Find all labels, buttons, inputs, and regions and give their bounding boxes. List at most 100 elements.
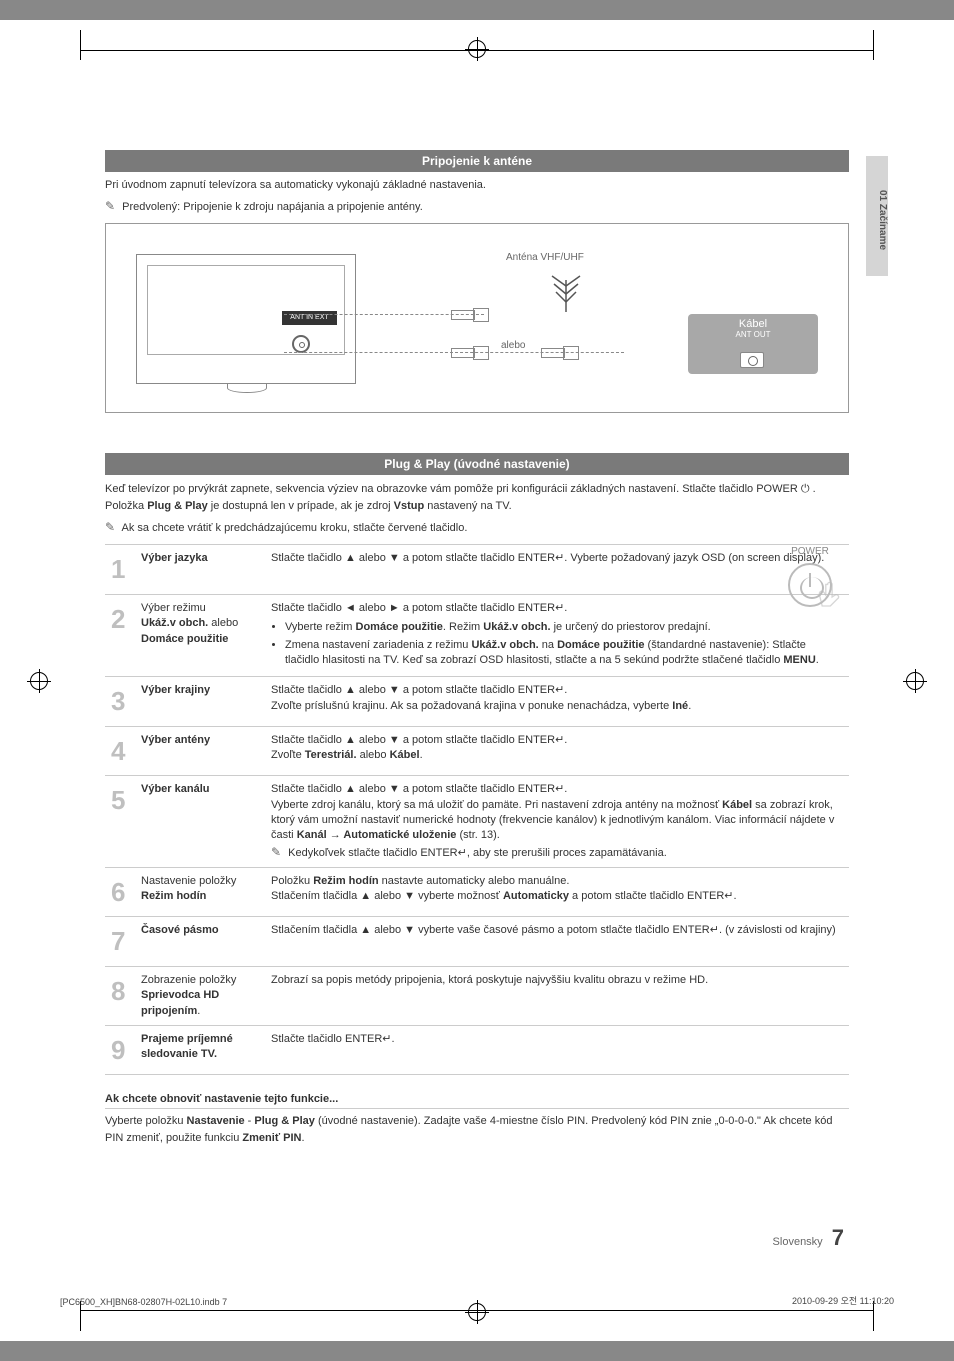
step-row: 9 Prajeme príjemné sledovanie TV. Stlačt… [105, 1026, 849, 1075]
bold-text: Režim hodín [141, 890, 206, 902]
note-text: Ak sa chcete vrátiť k predchádzajúcemu k… [122, 522, 468, 534]
step-row: 2 Výber režimu Ukáž.v obch. alebo Domáce… [105, 594, 849, 677]
note-text: Kedykoľvek stlačte tlačidlo ENTER↵, aby … [288, 847, 667, 859]
step-number: 9 [105, 1026, 135, 1075]
connector-icon [451, 346, 491, 358]
antenna-icon [546, 274, 586, 314]
step-desc: Stlačte tlačidlo ◄ alebo ► a potom stlač… [265, 594, 849, 677]
bold-text: Terestriál. [305, 749, 357, 761]
note-icon: ✎ [105, 520, 115, 534]
text: Stlačením tlačidla ▲ alebo ▼ vyberte mož… [271, 890, 503, 902]
bullet-list: Vyberte režim Domáce použitie. Režim Uká… [285, 620, 843, 668]
text: . [420, 749, 423, 761]
text: . [197, 1005, 200, 1017]
connector-icon [541, 346, 581, 358]
bold-text: Automaticky [503, 890, 569, 902]
step-number: 6 [105, 868, 135, 917]
step-title: Prajeme príjemné sledovanie TV. [135, 1026, 265, 1075]
bold-text: Režim hodín [313, 875, 378, 887]
text: Vyberte položku [105, 1115, 187, 1127]
step-number: 3 [105, 677, 135, 726]
step-desc: Stlačte tlačidlo ▲ alebo ▼ a potom stlač… [265, 776, 849, 868]
text: Nastavenie položky [141, 875, 236, 887]
text: Stlačte tlačidlo ▲ alebo ▼ a potom stlač… [271, 734, 567, 746]
restore-heading: Ak chcete obnoviť nastavenie tejto funkc… [105, 1093, 849, 1105]
list-item: Zmena nastavení zariadenia z režimu Ukáž… [285, 638, 843, 669]
bold-text: Zmeniť PIN [242, 1132, 301, 1144]
ant-out-label: ANT OUT [688, 330, 818, 339]
step-row: 3 Výber krajiny Stlačte tlačidlo ▲ alebo… [105, 677, 849, 726]
text: - [245, 1115, 255, 1127]
antenna-intro: Pri úvodnom zapnutí televízora sa automa… [105, 178, 849, 193]
registration-mark-icon [468, 1303, 486, 1321]
page-footer: Slovensky 7 [773, 1225, 844, 1251]
text: Keď televízor po prvýkrát zapnete, sekve… [105, 483, 756, 495]
step-desc: Stlačte tlačidlo ▲ alebo ▼ a potom stlač… [265, 677, 849, 726]
text: Zmena nastavení zariadenia z režimu [285, 639, 471, 651]
bold-text: Kanál → Automatické uloženie [297, 829, 457, 841]
print-timestamp: 2010-09-29 오전 11:10:20 [792, 1294, 894, 1307]
bold-text: Domáce použitie [557, 639, 644, 651]
tv-illustration: ANT IN EXT (RGB) [136, 254, 356, 384]
plugplay-note: ✎ Ak sa chcete vrátiť k predchádzajúcemu… [105, 520, 849, 534]
bold-text: Kábel [722, 799, 752, 811]
registration-mark-icon [468, 40, 486, 58]
text: nastavený na TV. [427, 500, 511, 512]
step-desc: Stlačte tlačidlo ENTER↵. [265, 1026, 849, 1075]
text: nastavte automaticky alebo manuálne. [379, 875, 570, 887]
text: alebo [208, 617, 238, 629]
step-number: 1 [105, 545, 135, 594]
crop-mark [80, 30, 81, 60]
power-word: POWER [756, 483, 798, 495]
print-job-info: [PC6500_XH]BN68-02807H-02L10.indb 7 [60, 1297, 227, 1307]
step-title: Zobrazenie položky Sprievodca HD pripoje… [135, 966, 265, 1025]
step-title: Výber kanálu [135, 776, 265, 868]
steps-table: 1 Výber jazyka Stlačte tlačidlo ▲ alebo … [105, 544, 849, 1075]
or-label: alebo [501, 340, 525, 351]
text: alebo [357, 749, 390, 761]
registration-mark-icon [30, 672, 48, 690]
bold-text: Sprievodca HD pripojením [141, 989, 219, 1016]
note-icon: ✎ [271, 845, 281, 859]
antenna-note: ✎ Predvolený: Pripojenie k zdroju napája… [105, 199, 849, 213]
section-header-antenna: Pripojenie k anténe [105, 150, 849, 172]
step-desc: Stlačte tlačidlo ▲ alebo ▼ a potom stlač… [265, 726, 849, 775]
manual-page: 01 Začíname Pripojenie k anténe Pri úvod… [0, 20, 954, 1341]
step-title: Výber antény [135, 726, 265, 775]
step-desc: Stlačením tlačidla ▲ alebo ▼ vyberte vaš… [265, 917, 849, 966]
text: Vyberte zdroj kanálu, ktorý sa má uložiť… [271, 799, 722, 811]
text: a potom stlačte tlačidlo ENTER↵. [569, 890, 737, 902]
antenna-label: Anténa VHF/UHF [506, 252, 584, 263]
tv-stand [227, 383, 267, 393]
note-text: Predvolený: Pripojenie k zdroju napájani… [122, 201, 423, 213]
bold-text: Plug & Play [147, 500, 208, 512]
step-number: 2 [105, 594, 135, 677]
bold-text: Nastavenie [187, 1115, 245, 1127]
step-number: 4 [105, 726, 135, 775]
bold-text: Vstup [394, 500, 425, 512]
registration-mark-icon [906, 672, 924, 690]
crop-mark [873, 30, 874, 60]
step-row: 5 Výber kanálu Stlačte tlačidlo ▲ alebo … [105, 776, 849, 868]
step-desc: Položku Režim hodín nastavte automaticky… [265, 868, 849, 917]
step-title: Časové pásmo [135, 917, 265, 966]
text: Stlačte tlačidlo ▲ alebo ▼ a potom stlač… [271, 552, 824, 564]
text: Vyberte režim [285, 621, 356, 633]
power-icon: ⏻ [801, 483, 810, 495]
text: . Režim [443, 621, 483, 633]
section-header-plugplay: Plug & Play (úvodné nastavenie) [105, 453, 849, 475]
text: Stlačte tlačidlo ▲ alebo ▼ a potom stlač… [271, 783, 567, 795]
ant-out-port-icon [740, 352, 764, 368]
cable-box-illustration: Kábel ANT OUT [688, 314, 818, 374]
plugplay-intro: Keď televízor po prvýkrát zapnete, sekve… [105, 481, 849, 514]
bold-text: Plug & Play [254, 1115, 315, 1127]
step-number: 8 [105, 966, 135, 1025]
text: Zobrazenie položky [141, 974, 236, 986]
step-row: 1 Výber jazyka Stlačte tlačidlo ▲ alebo … [105, 545, 849, 594]
step-row: 7 Časové pásmo Stlačením tlačidla ▲ aleb… [105, 917, 849, 966]
text: (str. 13). [456, 829, 499, 841]
note-icon: ✎ [105, 199, 115, 213]
text: Výber režimu [141, 602, 206, 614]
list-item: Vyberte režim Domáce použitie. Režim Uká… [285, 620, 843, 635]
connector-icon [451, 308, 491, 320]
